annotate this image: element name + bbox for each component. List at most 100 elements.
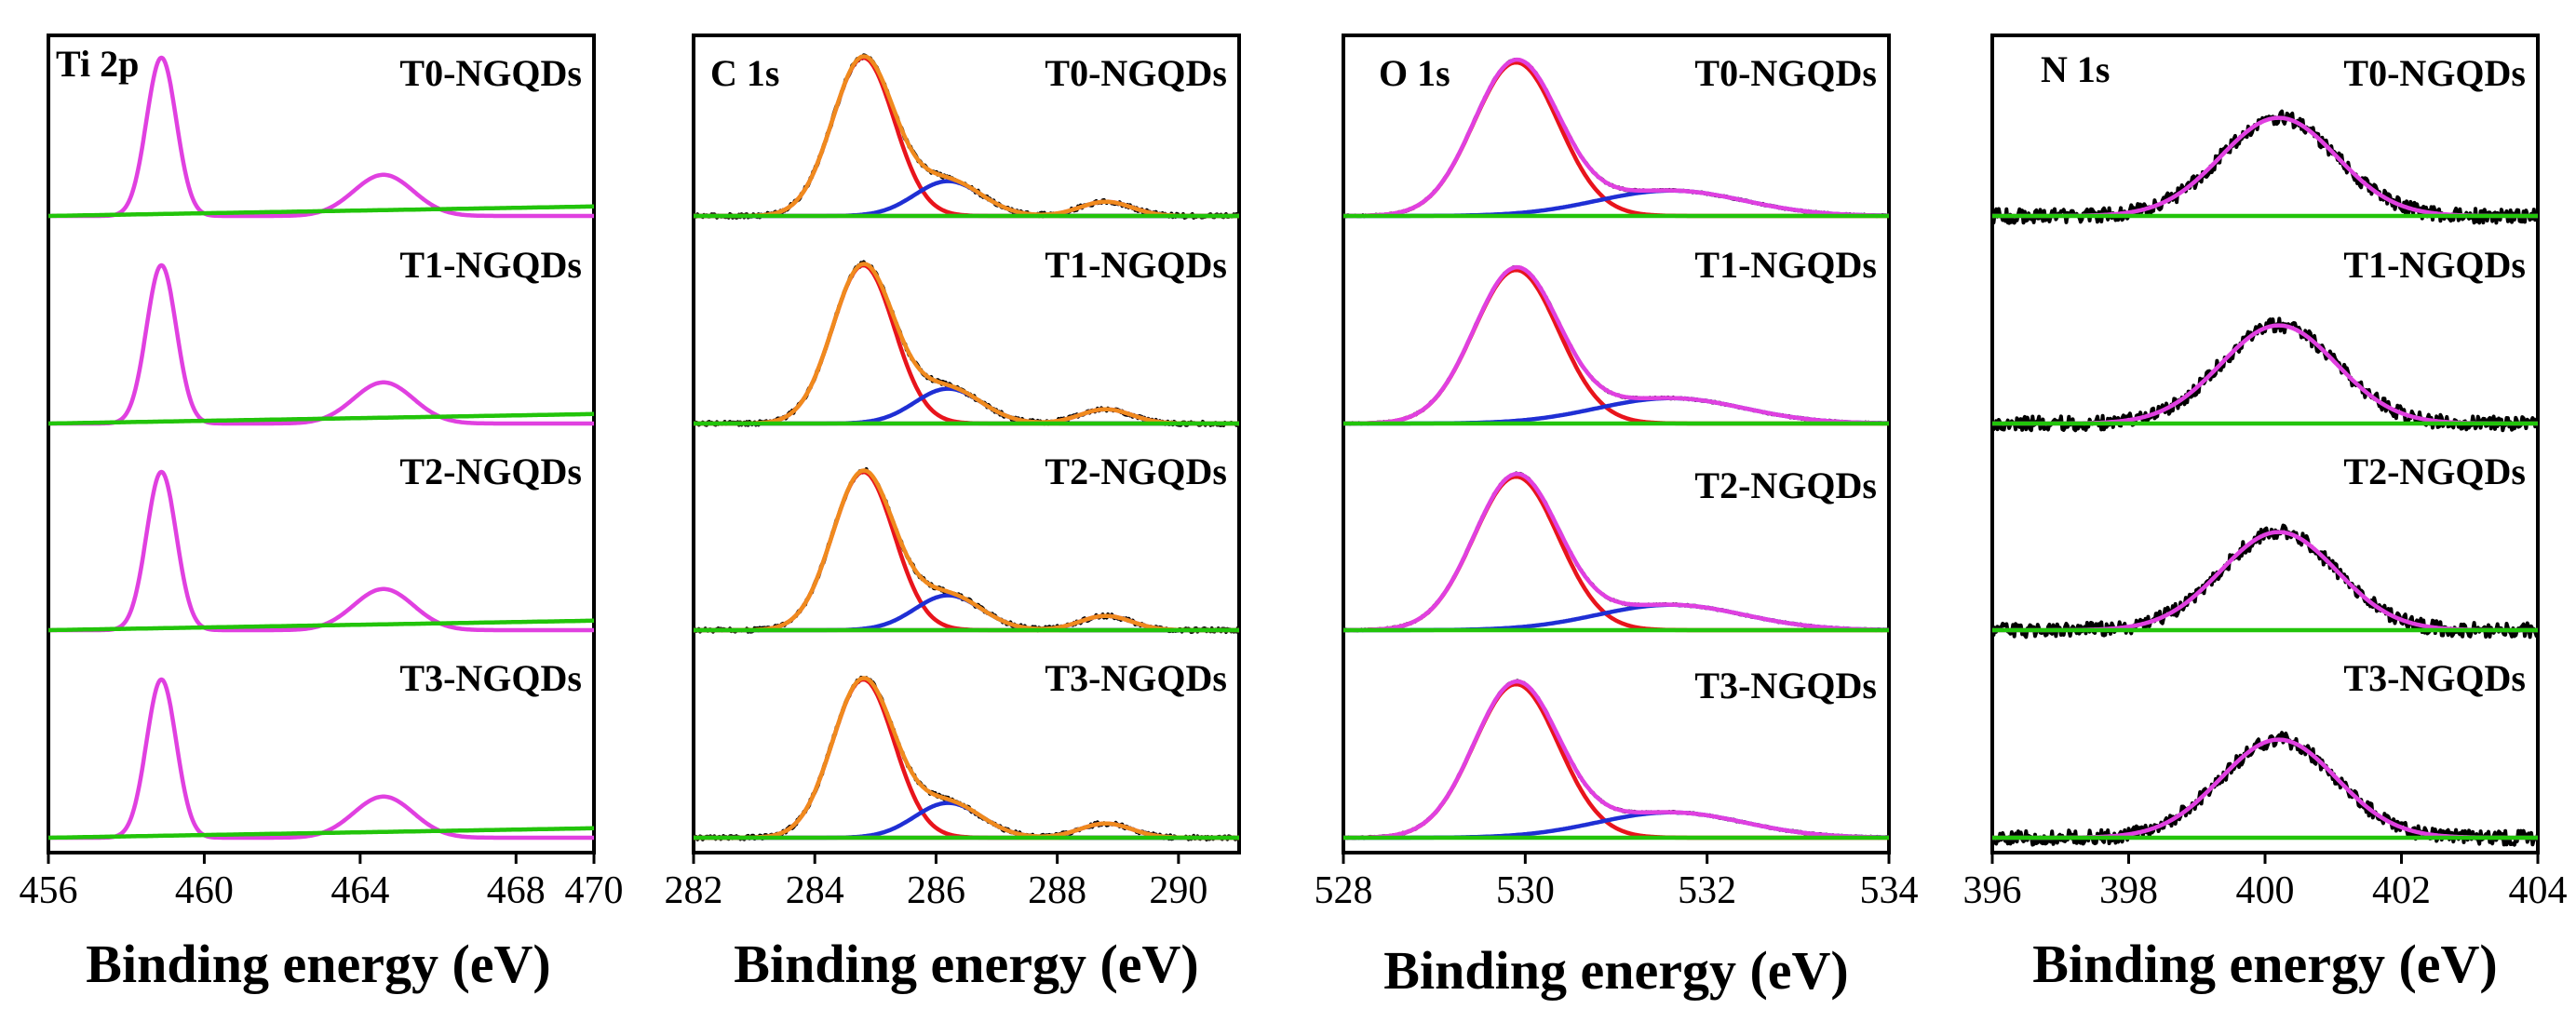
panel-label: C 1s (710, 52, 779, 94)
series-c-c (694, 469, 1239, 633)
spectrum-t0-ngqds (1992, 109, 2538, 225)
spectrum-t2-ngqds (1343, 471, 1889, 633)
spectrum-t0-ngqds (48, 55, 594, 219)
series-envelope (694, 468, 1239, 633)
plot-area (1992, 109, 2538, 847)
x-tick-label: 528 (1315, 869, 1373, 912)
x-axis-title: Binding energy (eV) (86, 934, 550, 994)
sample-label-t2: T2-NGQDs (399, 451, 582, 492)
plot-area (694, 53, 1239, 841)
panel-label: Ti 2p (56, 43, 139, 85)
plot-area (48, 55, 594, 841)
x-tick-label: 290 (1149, 869, 1207, 912)
panel-c-1s: C 1s T0-NGQDs T1-NGQDs T2-NGQDs T3-NGQDs… (665, 34, 1241, 994)
series-background (48, 411, 594, 426)
series-background (48, 826, 594, 841)
panel-label: O 1s (1379, 52, 1450, 94)
x-tick-label: 282 (665, 869, 723, 912)
panel-n-1s: N 1s T0-NGQDs T1-NGQDs T2-NGQDs T3-NGQDs… (1963, 34, 2568, 994)
series-data (1992, 109, 2538, 225)
spectrum-t0-ngqds (694, 53, 1239, 220)
sample-label-t1: T1-NGQDs (2343, 244, 2526, 286)
sample-label-t1: T1-NGQDs (1694, 244, 1877, 286)
series-envelope (48, 677, 594, 841)
plot-area (1343, 57, 1889, 841)
series-data (1992, 316, 2538, 433)
sample-label-t3: T3-NGQDs (399, 657, 582, 699)
series-envelope (48, 262, 594, 426)
series-data (694, 260, 1239, 427)
spectrum-t3-ngqds (1992, 731, 2538, 847)
series-envelope (1992, 530, 2538, 633)
sample-label-t3: T3-NGQDs (2343, 657, 2526, 699)
sample-label-t2: T2-NGQDs (1045, 451, 1227, 492)
series-envelope (1343, 264, 1889, 426)
sample-label-t2: T2-NGQDs (2343, 451, 2526, 492)
x-tick-label: 398 (2099, 869, 2158, 912)
x-tick-label: 396 (1963, 869, 2022, 912)
spectrum-t2-ngqds (694, 467, 1239, 634)
series-envelope (1992, 115, 2538, 219)
plot-frame (1990, 34, 2540, 854)
x-tick-label: 468 (487, 869, 546, 912)
sample-label-t3: T3-NGQDs (1694, 665, 1877, 706)
spectrum-t3-ngqds (1343, 679, 1889, 841)
series-envelope (694, 54, 1239, 219)
x-tick-label: 402 (2372, 869, 2431, 912)
series-data (1992, 523, 2538, 639)
spectrum-t2-ngqds (1992, 523, 2538, 639)
panel-label: N 1s (2041, 48, 2110, 90)
x-tick-label: 464 (330, 869, 389, 912)
sample-label-t0: T0-NGQDs (1694, 52, 1877, 94)
panel-o-1s: O 1s T0-NGQDs T1-NGQDs T2-NGQDs T3-NGQDs… (1315, 34, 1919, 1001)
x-ticks: 396 398 400 402 404 (1963, 853, 2568, 912)
series-envelope (1343, 57, 1889, 219)
x-tick-label: 456 (20, 869, 78, 912)
x-axis-title: Binding energy (eV) (2032, 934, 2497, 994)
series-envelope (694, 676, 1239, 841)
x-tick-label: 288 (1028, 869, 1086, 912)
series-o-lattice (1343, 681, 1889, 841)
plot-frame (692, 34, 1241, 854)
spectrum-t1-ngqds (1992, 316, 2538, 433)
sample-label-t2: T2-NGQDs (1694, 464, 1877, 506)
sample-label-t1: T1-NGQDs (399, 244, 582, 286)
x-tick-label: 534 (1860, 869, 1919, 912)
sample-label-t1: T1-NGQDs (1045, 244, 1227, 286)
x-tick-label: 530 (1496, 869, 1555, 912)
series-envelope (1343, 679, 1889, 841)
series-o-lattice (1343, 267, 1889, 426)
x-ticks: 528 530 532 534 (1315, 853, 1919, 912)
series-data (694, 467, 1239, 634)
panel-ti-2p: Ti 2p T0-NGQDs T1-NGQDs T2-NGQDs T3-NGQD… (20, 34, 624, 994)
series-envelope (694, 262, 1239, 426)
series-data (694, 675, 1239, 841)
series-envelope (1992, 737, 2538, 841)
sample-label-t0: T0-NGQDs (2343, 52, 2526, 94)
x-tick-label: 404 (2509, 869, 2568, 912)
series-data (1343, 265, 1889, 426)
series-data (1992, 731, 2538, 847)
series-c-c (694, 262, 1239, 426)
spectrum-t1-ngqds (694, 260, 1239, 427)
spectrum-t1-ngqds (1343, 264, 1889, 426)
series-c-c (694, 677, 1239, 841)
x-tick-label: 532 (1678, 869, 1736, 912)
x-ticks: 282 284 286 288 290 (665, 853, 1207, 912)
series-envelope (1343, 471, 1889, 633)
spectrum-t2-ngqds (48, 469, 594, 633)
x-tick-label: 284 (786, 869, 844, 912)
spectrum-t0-ngqds (1343, 57, 1889, 219)
x-tick-label: 400 (2236, 869, 2295, 912)
spectrum-t3-ngqds (694, 675, 1239, 841)
x-axis-title: Binding energy (eV) (1383, 940, 1848, 1001)
x-tick-label: 286 (907, 869, 965, 912)
sample-label-t0: T0-NGQDs (1045, 52, 1227, 94)
plot-frame (47, 34, 596, 854)
sample-label-t0: T0-NGQDs (399, 52, 582, 94)
spectrum-t1-ngqds (48, 262, 594, 426)
x-tick-label: 460 (175, 869, 234, 912)
plot-frame (1342, 34, 1891, 854)
sample-label-t3: T3-NGQDs (1045, 657, 1227, 699)
